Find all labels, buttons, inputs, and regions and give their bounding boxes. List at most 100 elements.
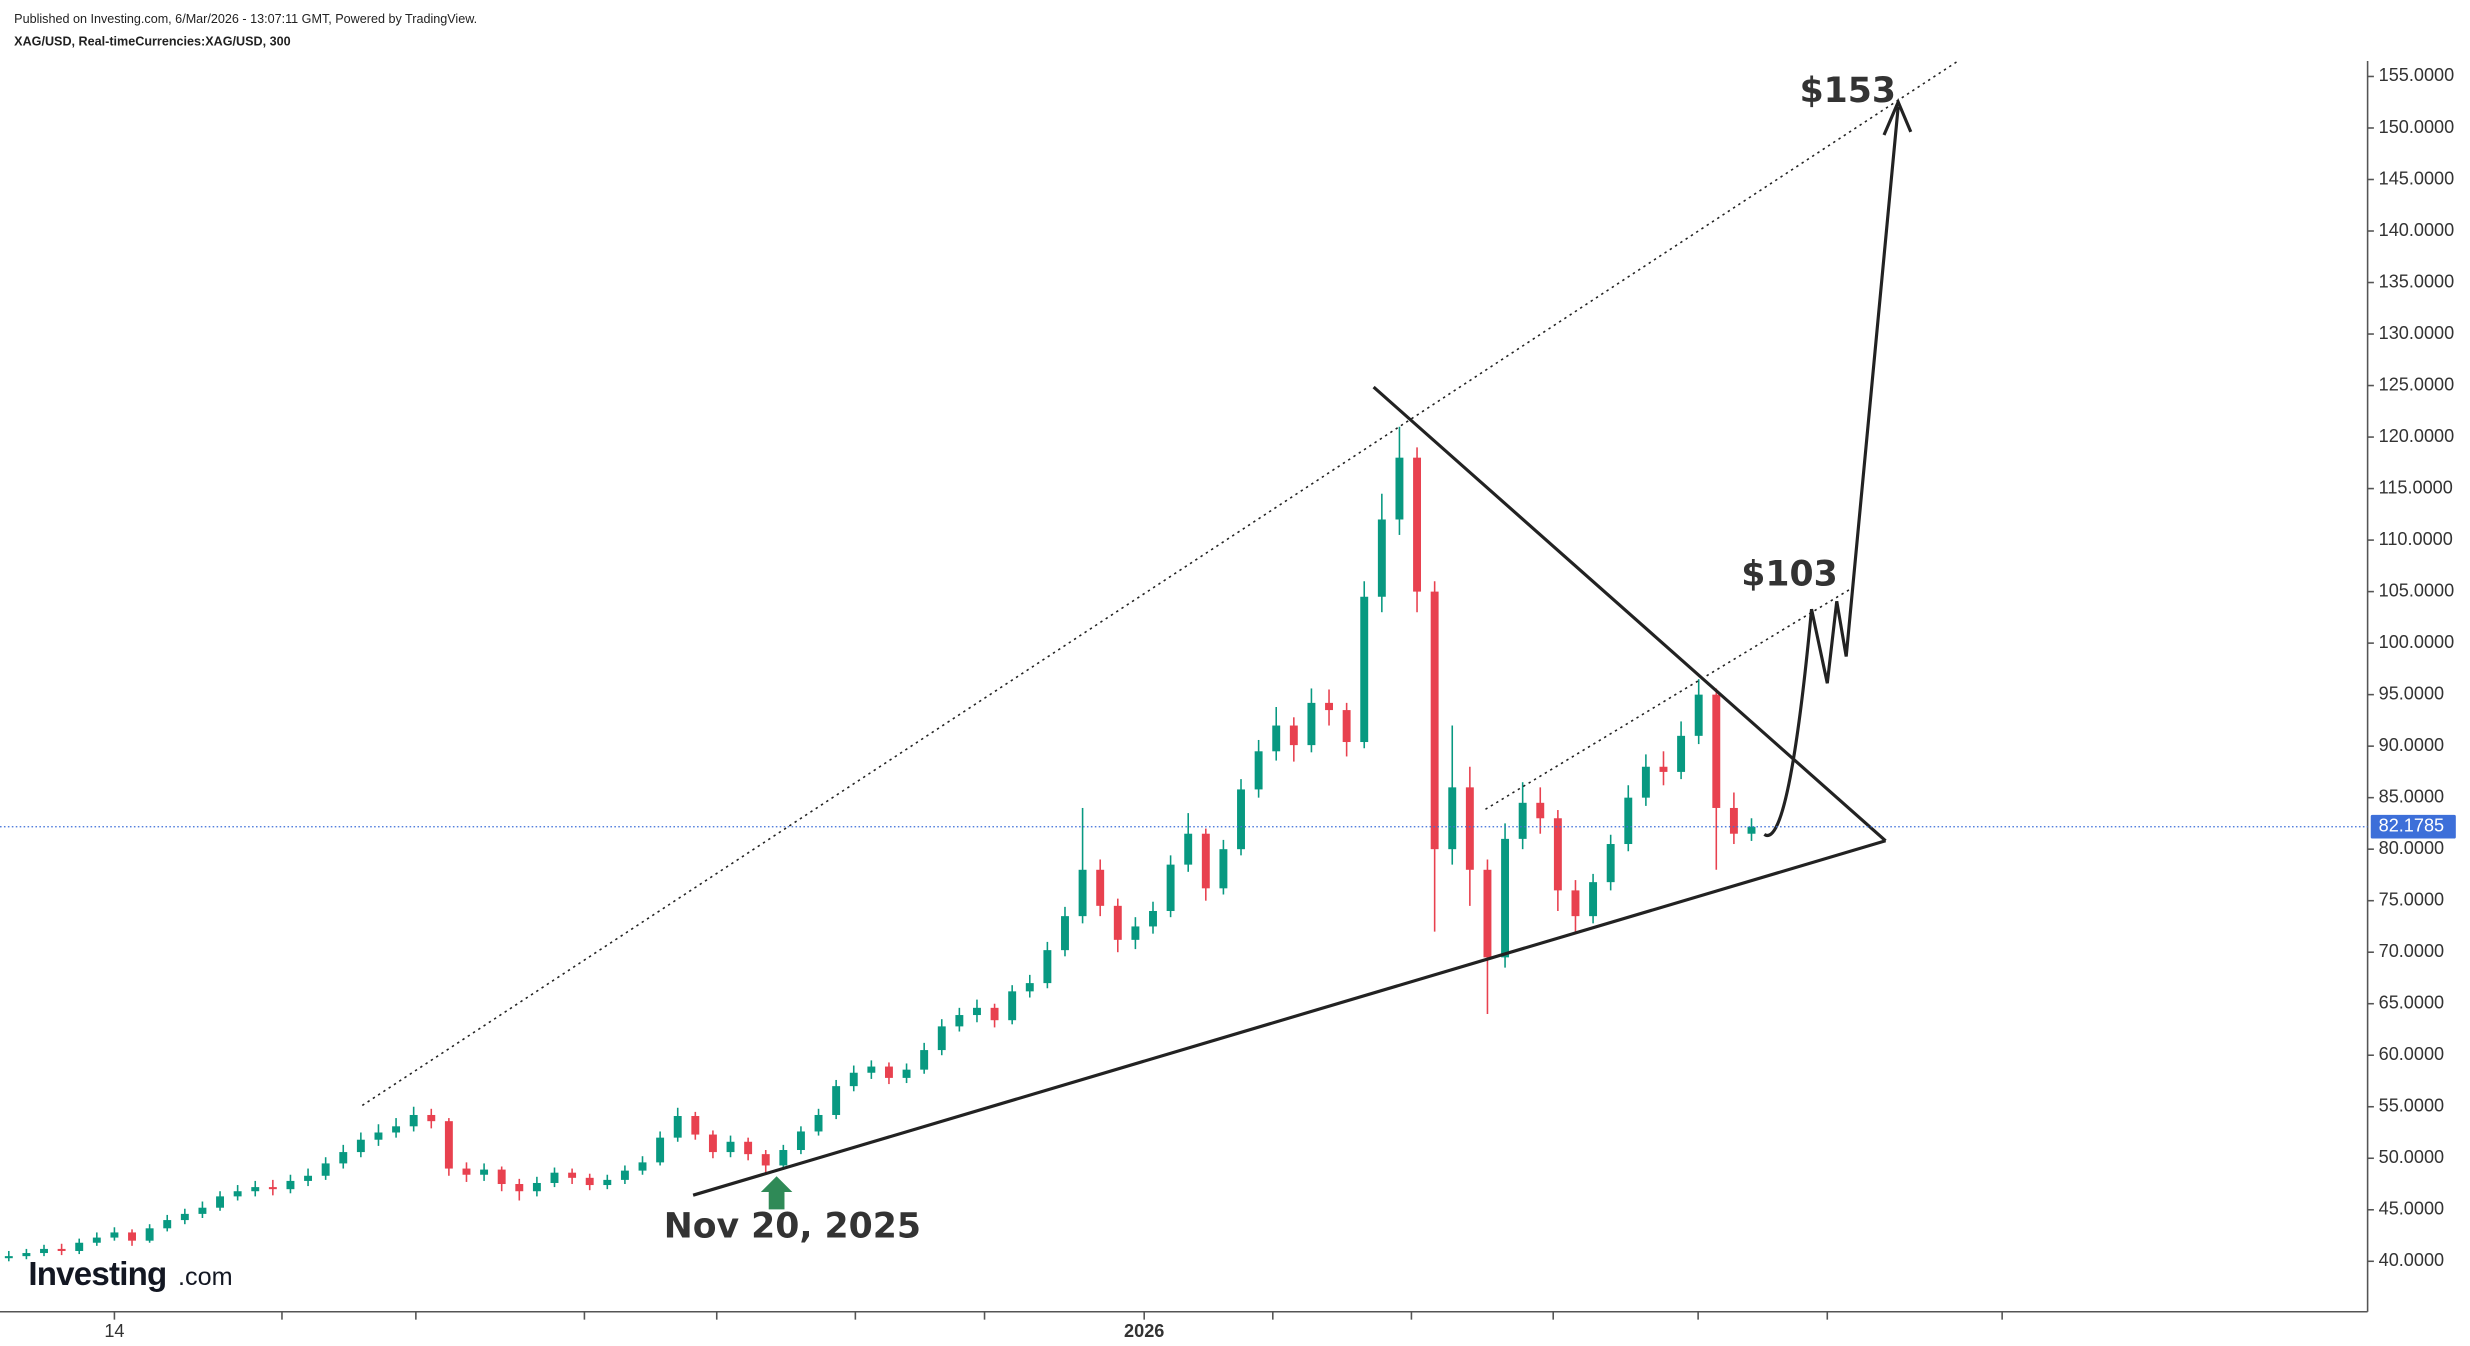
candles bbox=[4, 426, 1756, 1262]
y-tick-label: 95.0000 bbox=[2379, 683, 2444, 703]
candle-body bbox=[1307, 702, 1316, 746]
candle-body bbox=[1501, 838, 1510, 958]
candle-body bbox=[585, 1177, 594, 1186]
candle-body bbox=[1078, 869, 1087, 917]
candle-body bbox=[251, 1187, 260, 1192]
candle-body bbox=[1360, 596, 1369, 743]
y-tick-label: 145.0000 bbox=[2379, 168, 2455, 188]
candle-body bbox=[1553, 818, 1562, 891]
candle-body bbox=[832, 1086, 841, 1115]
candle-body bbox=[515, 1184, 524, 1192]
candle-body bbox=[1606, 844, 1615, 883]
candle-body bbox=[1237, 789, 1245, 850]
upper-channel bbox=[361, 60, 1959, 1107]
y-tick-label: 55.0000 bbox=[2379, 1096, 2444, 1116]
y-tick-label: 75.0000 bbox=[2379, 889, 2444, 909]
y-tick-label: 155.0000 bbox=[2379, 65, 2455, 85]
y-tick-label: 110.0000 bbox=[2379, 529, 2453, 549]
candle-body bbox=[1659, 766, 1668, 772]
candle-body bbox=[216, 1196, 224, 1208]
published-note: Published on Investing.com, 6/Mar/2026 -… bbox=[14, 12, 477, 26]
candle-body bbox=[198, 1207, 207, 1214]
candle-body bbox=[444, 1121, 453, 1169]
candle-body bbox=[1184, 833, 1193, 865]
candle-body bbox=[1377, 519, 1386, 597]
candle-body bbox=[286, 1180, 295, 1190]
resistance-line bbox=[1372, 385, 1887, 842]
y-tick-label: 150.0000 bbox=[2379, 117, 2455, 137]
candle-body bbox=[1571, 890, 1580, 917]
target-153: $153 bbox=[1800, 71, 1896, 111]
candle-body bbox=[1254, 751, 1263, 790]
candle-body bbox=[603, 1179, 612, 1186]
candle-body bbox=[1624, 797, 1633, 845]
candle-body bbox=[1465, 787, 1474, 870]
candle-body bbox=[1677, 735, 1686, 772]
x-tick-label: 2026 bbox=[1124, 1321, 1164, 1341]
candle-body bbox=[110, 1232, 119, 1238]
y-tick-label: 45.0000 bbox=[2379, 1199, 2444, 1219]
y-tick-label: 80.0000 bbox=[2379, 838, 2444, 858]
candle-body bbox=[497, 1169, 506, 1185]
y-tick-label: 65.0000 bbox=[2379, 992, 2444, 1012]
candle-body bbox=[145, 1228, 154, 1241]
candle-body bbox=[1061, 916, 1069, 951]
candle-body bbox=[1589, 882, 1598, 917]
y-tick-label: 135.0000 bbox=[2379, 271, 2455, 291]
candle-body bbox=[937, 1026, 946, 1051]
candle-body bbox=[620, 1170, 629, 1180]
candle-body bbox=[550, 1172, 559, 1183]
x-tick-label: 14 bbox=[104, 1321, 124, 1341]
unlabeled-x-ticks bbox=[281, 1311, 2003, 1320]
candle-body bbox=[973, 1007, 981, 1016]
candle-body bbox=[1518, 802, 1527, 839]
y-tick-label: 115.0000 bbox=[2379, 477, 2453, 497]
candle-body bbox=[40, 1248, 48, 1254]
y-tick-label: 125.0000 bbox=[2379, 374, 2455, 394]
y-tick-label: 105.0000 bbox=[2379, 580, 2455, 600]
date-annotation: Nov 20, 2025 bbox=[664, 1207, 921, 1247]
logo-suffix: .com bbox=[178, 1263, 233, 1291]
candle-body bbox=[1166, 864, 1175, 911]
target-103: $103 bbox=[1741, 555, 1837, 595]
candle-body bbox=[955, 1015, 964, 1027]
candle-body bbox=[1043, 950, 1052, 984]
candle-body bbox=[1025, 983, 1034, 992]
candle-body bbox=[708, 1134, 717, 1153]
candle-body bbox=[427, 1114, 436, 1122]
candle-body bbox=[304, 1175, 313, 1181]
candle-body bbox=[1729, 807, 1738, 834]
candle-body bbox=[779, 1150, 788, 1166]
candle-body bbox=[902, 1069, 911, 1078]
candle-body bbox=[356, 1139, 365, 1153]
candle-body bbox=[849, 1072, 858, 1087]
candle-body bbox=[796, 1131, 805, 1151]
candle-body bbox=[22, 1253, 31, 1257]
projection-path bbox=[1763, 106, 1900, 838]
candle-body bbox=[163, 1220, 172, 1229]
candle-body bbox=[691, 1116, 700, 1135]
logo-brand: Investing bbox=[28, 1256, 166, 1293]
candle-body bbox=[1430, 591, 1439, 850]
candle-body bbox=[814, 1114, 823, 1132]
candle-body bbox=[1219, 849, 1228, 889]
candle-body bbox=[57, 1248, 66, 1251]
price-label-box bbox=[2370, 814, 2456, 839]
candle-body bbox=[761, 1154, 770, 1166]
symbol-label: XAG/USD, Real-timeCurrencies:XAG/USD, 30… bbox=[14, 34, 290, 48]
y-tick-label: 140.0000 bbox=[2379, 220, 2455, 240]
candle-body bbox=[744, 1141, 753, 1155]
candle-body bbox=[884, 1066, 893, 1078]
projection-arrowhead bbox=[1882, 97, 1913, 136]
candle-body bbox=[1712, 694, 1721, 808]
y-tick-label: 120.0000 bbox=[2379, 426, 2455, 446]
y-tick-label: 40.0000 bbox=[2379, 1250, 2444, 1270]
nov-arrow bbox=[760, 1176, 793, 1210]
candle-body bbox=[673, 1116, 682, 1138]
candle-body bbox=[656, 1137, 665, 1163]
candle-body bbox=[180, 1213, 189, 1221]
candle-body bbox=[1694, 694, 1703, 736]
candle-body bbox=[990, 1007, 999, 1021]
candle-body bbox=[532, 1182, 541, 1192]
